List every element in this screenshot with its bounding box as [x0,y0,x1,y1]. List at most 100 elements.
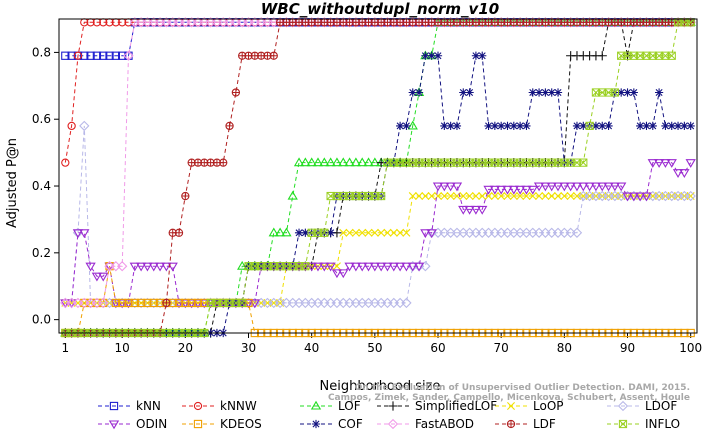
point-COF [471,51,481,60]
point-ODIN [439,182,450,192]
point-FastABOD [116,261,128,272]
point-COF [686,121,695,130]
point-LDOF [685,190,696,202]
point-LoOP [421,192,430,201]
point-KDEOS [181,298,190,308]
point-ODIN [559,182,570,192]
point-LOF [331,157,343,167]
point-ODIN [85,262,96,272]
point-COF [446,121,455,130]
point-ODIN [672,169,684,178]
point-ODIN [205,299,216,309]
point-COF [408,88,417,97]
point-ODIN [363,262,374,272]
point-LDF [162,298,171,308]
legend-item-ODIN: ODIN [98,417,167,431]
plot-frame [58,18,698,334]
point-LoOP [440,192,449,201]
credit-line-1: Campos, Zimek, Sander, Campello, Micenko… [328,393,690,403]
point-ODIN [293,262,305,272]
point-COF [484,121,493,130]
point-COF [617,88,626,97]
legend-label: LOF [338,399,361,413]
point-LoOP [516,192,525,201]
point-ODIN [653,159,665,168]
legend-label: LDF [533,417,556,431]
point-ODIN [376,262,387,272]
legend-marker-kNN [109,401,119,411]
point-COF [503,121,512,130]
point-ODIN [117,299,128,309]
point-ODIN [679,169,690,178]
point-KDEOS [143,298,152,308]
point-ODIN [470,205,482,215]
point-LDF [231,88,241,97]
legend-item-FastABOD: FastABOD [377,417,474,431]
legend-marker-LDOF [617,400,629,412]
legend-marker-SimplifiedLOF [388,401,398,411]
point-LOF [357,157,368,167]
point-INFLO [579,158,588,167]
x-axis-label: Neighborhood size [320,379,441,394]
point-ODIN [628,192,639,202]
point-COF [636,121,645,130]
point-ODIN [432,182,444,192]
point-LoOP [547,192,556,201]
point-ODIN [603,182,614,192]
point-COF [326,228,335,237]
point-ODIN [546,182,557,192]
point-COF [623,88,632,97]
point-LoOP [345,228,354,237]
point-COF [528,88,537,97]
point-ODIN [489,185,501,195]
point-LOF [369,157,380,167]
y-axis-label: Adjusted P@n [5,138,20,228]
point-ODIN [413,262,425,272]
point-LOF [338,157,349,167]
point-ODIN [616,182,627,192]
point-KDEOS [149,298,158,308]
point-KDEOS [111,298,121,308]
point-LoOP [484,192,493,201]
legend-item-KDEOS: KDEOS [182,417,262,431]
point-ODIN [123,299,134,309]
point-LoOP [465,192,474,201]
point-ODIN [407,262,418,272]
x-tick-label: 20 [178,341,193,355]
point-LoOP [522,192,531,201]
point-ODIN [129,262,140,272]
point-LoOP [364,228,373,237]
point-COF [541,88,550,97]
point-KDEOS [200,298,209,308]
point-kNNW [61,158,70,167]
point-ODIN [552,182,564,192]
point-ODIN [401,262,412,272]
legend-item-LoOP: LoOP [495,399,564,413]
x-tick-label: 1 [61,341,69,355]
legend-marker-KDEOS [193,419,203,429]
series-line-LDOF [65,125,691,304]
point-ODIN [451,182,463,192]
legend-item-LOF: LOF [300,399,361,413]
point-COF [522,121,531,130]
point-ODIN [502,185,513,195]
point-INFLO [301,262,310,271]
point-ODIN [426,229,437,239]
point-ODIN [483,185,494,195]
point-LoOP [446,192,455,201]
legend-marker-LoOP [507,402,515,410]
point-ODIN [300,262,311,272]
point-COF [433,51,443,60]
point-ODIN [148,262,159,272]
point-LDOF [79,120,90,132]
point-LoOP [560,192,569,201]
point-KDEOS [99,298,108,308]
point-kNN [86,51,95,60]
point-LoOP [497,192,506,201]
point-ODIN [154,262,166,272]
legend-label: kNN [136,399,161,413]
point-LDF [181,191,190,201]
point-LOF [319,157,330,167]
point-COF [642,121,651,130]
point-LoOP [566,192,575,201]
